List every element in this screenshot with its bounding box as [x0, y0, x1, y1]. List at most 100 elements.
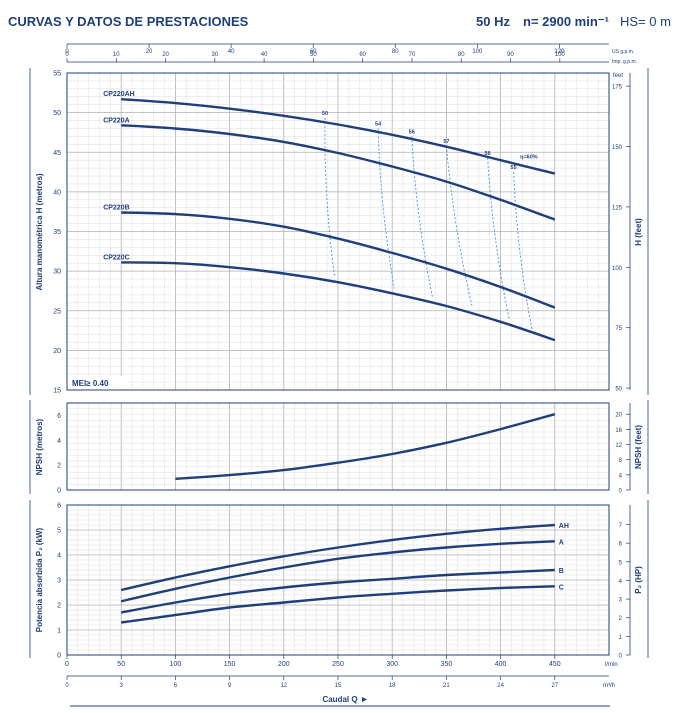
frequency-label: 50 Hz — [476, 14, 510, 29]
npsh-y-tick-label: 4 — [57, 438, 61, 445]
efficiency-label: 55 — [511, 165, 517, 171]
npsh-ylabel-right: NPSH (feet) — [634, 425, 643, 469]
x-tick-label: 100 — [170, 661, 182, 668]
m3h-tick-label: 9 — [228, 683, 232, 689]
power-y-tick-label: 0 — [57, 653, 61, 660]
m3h-tick-label: 6 — [174, 683, 178, 689]
us-gpm-tick-label: 60 — [310, 49, 317, 55]
imp-gpm-tick-label: 60 — [359, 52, 366, 58]
imp-gpm-tick-label: 10 — [113, 52, 120, 58]
head-right-tick-label: 175 — [612, 85, 623, 91]
head-frame — [66, 72, 610, 391]
x-tick-label: 300 — [386, 661, 398, 668]
npsh-y-tick-label: 6 — [57, 413, 61, 420]
power-ylabel-right: P₂ (HP) — [634, 566, 643, 594]
imp-gpm-unit: Imp. g.p.m. — [612, 59, 637, 65]
power-right-tick-label: 0 — [619, 654, 623, 660]
power-y-tick-label: 1 — [57, 628, 61, 635]
us-gpm-unit: US g.p.m. — [612, 49, 634, 55]
us-gpm-tick-label: 80 — [392, 49, 399, 55]
power-right-tick-label: 6 — [619, 542, 623, 548]
m3h-tick-label: 27 — [551, 683, 558, 689]
x-axis-title: Caudal Q — [322, 695, 357, 704]
m3h-tick-label: 3 — [120, 683, 124, 689]
head-y-tick-label: 45 — [53, 150, 61, 157]
x-tick-label: 250 — [332, 661, 344, 668]
us-gpm-tick-label: 0 — [65, 49, 69, 55]
page-title: CURVAS Y DATOS DE PRESTACIONES — [8, 14, 249, 29]
power-right-tick-label: 3 — [619, 598, 623, 604]
us-gpm-tick-label: 40 — [228, 49, 235, 55]
imp-gpm-tick-label: 30 — [211, 52, 218, 58]
mei-badge-bg — [68, 376, 128, 389]
head-curve-label: CP220AH — [103, 91, 135, 98]
head-right-tick-label: 125 — [612, 205, 623, 211]
npsh-right-tick-label: 0 — [619, 489, 623, 495]
power-y-tick-label: 2 — [57, 603, 61, 610]
power-y-tick-label: 3 — [57, 578, 61, 585]
head-right-tick-label: 150 — [612, 145, 623, 151]
head-curve — [121, 98, 556, 175]
head-y-tick-label: 15 — [53, 388, 61, 395]
head-ylabel: Altura manométrica H (metros) — [35, 173, 44, 291]
efficiency-line — [411, 136, 433, 297]
efficiency-label: 56 — [485, 151, 491, 157]
head-y-tick-label: 50 — [53, 110, 61, 117]
head-right-unit-label: feet — [613, 73, 623, 79]
x-tick-label: 450 — [549, 661, 561, 668]
head-right-tick-label: 75 — [615, 326, 622, 332]
imp-gpm-tick-label: 40 — [261, 52, 268, 58]
npsh-y-tick-label: 2 — [57, 463, 61, 470]
m3h-tick-label: 18 — [389, 683, 396, 689]
x-tick-label: 50 — [117, 661, 125, 668]
head-curve — [121, 261, 556, 342]
head-y-tick-label: 20 — [53, 348, 61, 355]
mei-badge: MEI≥ 0.40 — [72, 379, 109, 388]
head-y-tick-label: 25 — [53, 308, 61, 315]
efficiency-line — [445, 145, 473, 308]
speed-label: n= 2900 min⁻¹ — [523, 14, 609, 29]
npsh-right-tick-label: 4 — [619, 473, 623, 479]
m3h-unit-label: m³/h — [603, 683, 615, 689]
efficiency-line — [377, 128, 395, 289]
head-curve — [121, 211, 556, 309]
npsh-right-tick-label: 16 — [615, 428, 622, 434]
efficiency-label: 57 — [443, 139, 449, 145]
efficiency-line — [324, 118, 336, 278]
npsh-curve — [175, 413, 556, 480]
us-gpm-tick-label: 120 — [554, 49, 565, 55]
npsh-right-tick-label: 20 — [615, 413, 622, 419]
imp-gpm-tick-label: 0 — [65, 52, 69, 58]
imp-gpm-tick-label: 50 — [310, 52, 317, 58]
power-curve — [120, 523, 555, 592]
x-tick-label: 400 — [495, 661, 507, 668]
head-y-tick-label: 30 — [53, 269, 61, 276]
efficiency-note: η=60% — [520, 155, 538, 161]
npsh-frame — [66, 402, 610, 491]
power-right-tick-label: 4 — [619, 579, 623, 585]
head-y-tick-label: 40 — [53, 189, 61, 196]
imp-gpm-tick-label: 90 — [507, 52, 514, 58]
us-gpm-tick-label: 100 — [472, 49, 483, 55]
imp-gpm-tick-label: 70 — [409, 52, 416, 58]
x-unit-label: l/min — [605, 662, 618, 668]
power-curve-label: A — [559, 539, 564, 546]
m3h-tick-label: 15 — [335, 683, 342, 689]
power-curve — [120, 540, 555, 603]
power-y-tick-label: 6 — [57, 503, 61, 510]
imp-gpm-tick-label: 80 — [458, 52, 465, 58]
efficiency-label: 56 — [409, 129, 415, 135]
npsh-right-tick-label: 12 — [615, 443, 622, 449]
m3h-tick-label: 24 — [497, 683, 504, 689]
head-right-tick-label: 100 — [612, 266, 623, 272]
imp-gpm-tick-label: 20 — [162, 52, 169, 58]
efficiency-line — [513, 172, 533, 330]
x-axis-title-arrow — [362, 697, 367, 702]
m3h-tick-label: 12 — [280, 683, 287, 689]
efficiency-line — [487, 157, 510, 320]
power-curve-label: B — [559, 568, 564, 575]
m3h-tick-label: 0 — [65, 683, 69, 689]
head-curve-label: CP220B — [103, 204, 129, 211]
power-ylabel: Potencia absorbida P₂ (kW) — [35, 527, 44, 632]
